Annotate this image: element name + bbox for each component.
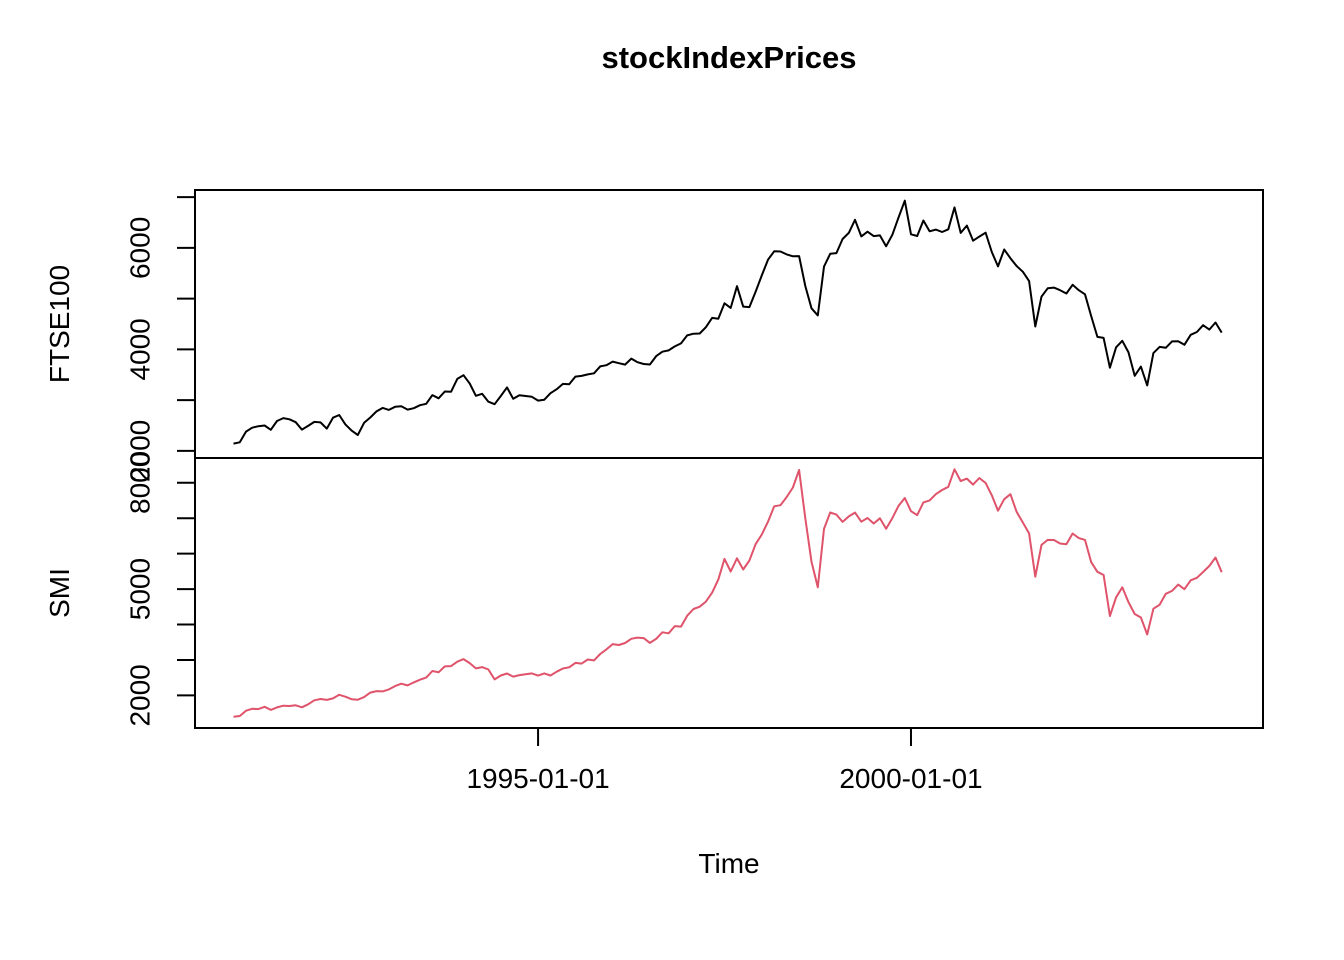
ftse100-series-line <box>233 199 1223 445</box>
y-tick-label: 6000 <box>125 217 156 279</box>
chart-title: stockIndexPrices <box>601 40 857 75</box>
panel-border <box>194 189 1264 459</box>
y-tick-label: 2000 <box>125 420 156 482</box>
x-tick-label: 1995-01-01 <box>466 763 609 794</box>
y-tick-label: 5000 <box>125 558 156 620</box>
y-tick-label: 2000 <box>125 664 156 726</box>
y-tick-label: 8000 <box>125 452 156 514</box>
panel-border <box>194 457 1264 729</box>
y-axis-label-smi: SMI <box>44 568 75 618</box>
y-axis-label-ftse100: FTSE100 <box>44 264 75 384</box>
y-tick-label: 4000 <box>125 318 156 380</box>
x-axis-label: Time <box>698 848 760 879</box>
smi-series-line <box>233 468 1223 718</box>
x-tick-label: 2000-01-01 <box>839 763 982 794</box>
